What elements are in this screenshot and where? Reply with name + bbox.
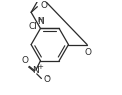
- Text: N: N: [32, 66, 39, 75]
- Text: O: O: [85, 48, 92, 57]
- Text: O: O: [43, 75, 50, 84]
- Text: +: +: [38, 64, 43, 70]
- Text: Cl: Cl: [29, 22, 38, 31]
- Text: O: O: [21, 56, 28, 65]
- Text: -: -: [47, 74, 49, 80]
- Text: O: O: [40, 1, 47, 10]
- Text: N: N: [37, 17, 44, 26]
- Text: H: H: [38, 17, 43, 23]
